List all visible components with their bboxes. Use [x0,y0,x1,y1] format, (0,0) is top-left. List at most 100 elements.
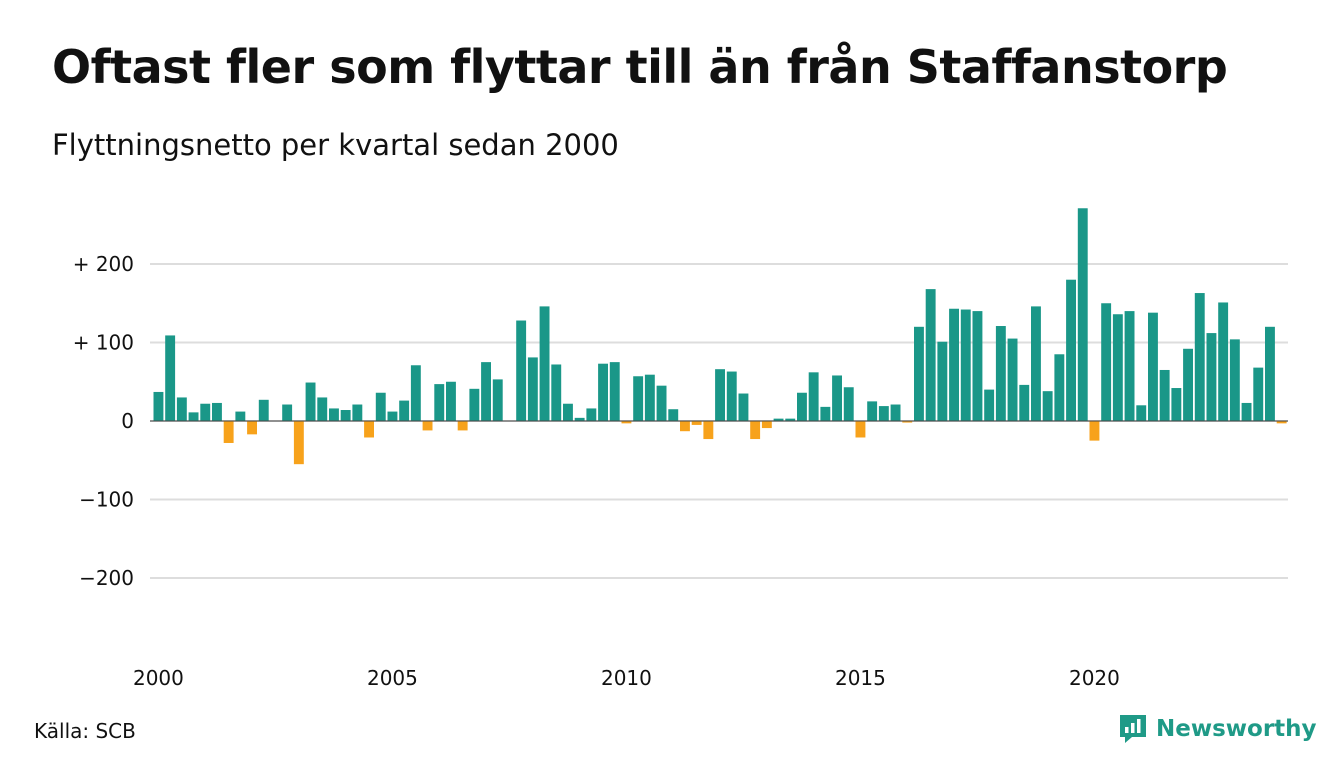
x-tick-label: 2010 [601,666,652,690]
bar [843,387,854,421]
bar [960,309,971,421]
chart-subtitle: Flyttningsnetto per kvartal sedan 2000 [52,128,619,162]
bar [1148,312,1158,421]
bar [258,399,269,421]
bars [150,208,1288,465]
bar [200,403,211,421]
bar [1206,333,1217,421]
bar [352,404,363,421]
newsworthy-logo-text: Newsworthy [1156,716,1317,742]
bar [1183,348,1193,421]
bar [1112,314,1123,421]
bar [914,326,924,421]
bar [329,408,339,421]
bar [481,362,491,421]
bar [691,421,702,425]
bar [469,388,480,421]
bar [867,401,878,421]
bar [668,409,679,421]
bar [153,391,164,421]
bar [761,421,772,429]
bar [1042,391,1053,421]
bar [223,421,234,443]
bar [293,421,304,465]
bar [656,385,667,421]
x-tick-label: 2005 [367,666,418,690]
bar [1066,279,1076,421]
newsworthy-logo[interactable]: Newsworthy [1118,713,1317,745]
bar [539,306,550,421]
bar [715,369,725,421]
bar [750,421,761,440]
y-axis-labels: + 200 + 100 0 −100 −200 [73,252,134,590]
bar [972,311,983,421]
bar [446,381,456,421]
bar [984,389,995,421]
bar [1159,369,1170,421]
bar [808,372,819,421]
bar [551,364,562,421]
bar [797,392,807,421]
bar [1007,338,1018,421]
bar [1276,421,1287,424]
bar [165,335,176,421]
bar [1077,208,1088,421]
bar [282,404,293,421]
bar [1136,405,1147,421]
bar [1101,303,1112,421]
bar [644,374,655,421]
x-tick-label: 2015 [835,666,886,690]
bar [1265,326,1275,421]
bar [305,382,316,421]
newsworthy-logo-icon [1120,715,1146,743]
bar [1171,388,1182,421]
y-tick-label: −200 [79,566,134,590]
bar [1253,367,1264,421]
source-note: Källa: SCB [34,719,136,743]
bar [1089,421,1100,441]
bar [633,376,644,421]
bar [773,418,784,421]
bar [1194,293,1205,421]
bar [738,393,749,421]
bar [726,371,737,421]
x-tick-label: 2020 [1069,666,1120,690]
bar [492,379,503,421]
bar [1054,354,1065,421]
bar [527,357,538,421]
bar [574,417,585,421]
bar [422,421,433,431]
y-tick-label: 0 [121,409,134,433]
y-tick-label: + 100 [73,331,134,355]
bar [364,421,374,438]
bar [925,289,936,421]
bar [1229,339,1240,421]
chart-title: Oftast fler som flyttar till än från Sta… [52,40,1228,94]
bar [1019,384,1030,421]
bar [621,421,632,424]
bar [703,421,714,440]
x-axis-labels: 2000 2005 2010 2015 2020 [133,666,1120,690]
bar [1031,306,1041,421]
bar [598,363,608,421]
bar [832,375,842,421]
bar [785,418,796,421]
y-tick-label: + 200 [73,252,134,276]
bar [949,308,959,421]
bar [995,326,1006,421]
bar [410,365,421,421]
bar [375,392,386,421]
bar [878,406,889,421]
bar [235,411,246,421]
bar [340,410,351,421]
bar [902,421,913,423]
x-tick-label: 2000 [133,666,184,690]
bar [434,384,445,421]
bar [1241,402,1252,421]
y-tick-label: −100 [79,488,134,512]
bar [820,406,831,421]
bar [680,421,690,432]
bar [1218,302,1229,421]
bar [188,412,199,421]
